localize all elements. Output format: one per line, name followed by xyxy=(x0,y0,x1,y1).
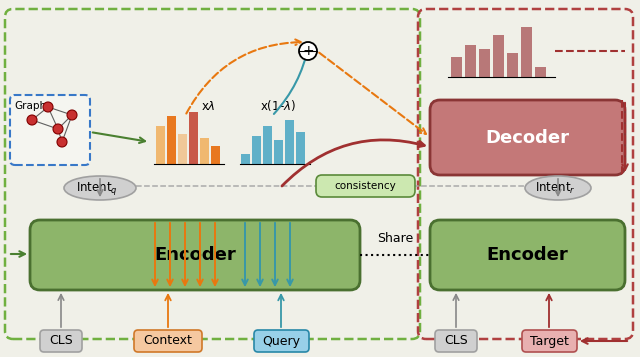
Ellipse shape xyxy=(64,176,136,200)
Bar xyxy=(200,138,209,164)
Bar xyxy=(451,57,461,77)
Circle shape xyxy=(27,115,37,125)
Circle shape xyxy=(67,110,77,120)
Text: Graph: Graph xyxy=(14,101,46,111)
Text: CLS: CLS xyxy=(49,335,73,347)
FancyBboxPatch shape xyxy=(10,95,90,165)
Bar xyxy=(296,132,305,164)
Text: consistency: consistency xyxy=(334,181,396,191)
Bar xyxy=(479,49,490,77)
Circle shape xyxy=(43,102,53,112)
Text: x$\lambda$: x$\lambda$ xyxy=(201,100,215,113)
Ellipse shape xyxy=(525,176,591,200)
Bar xyxy=(520,27,531,77)
Circle shape xyxy=(299,42,317,60)
Text: Target: Target xyxy=(530,335,569,347)
Bar xyxy=(262,126,271,164)
Text: Query: Query xyxy=(262,335,301,347)
Bar xyxy=(273,140,282,164)
FancyBboxPatch shape xyxy=(430,100,625,175)
Bar xyxy=(465,45,476,77)
Bar xyxy=(211,146,220,164)
Bar xyxy=(177,134,186,164)
Bar xyxy=(285,120,294,164)
Text: Decoder: Decoder xyxy=(485,129,569,147)
FancyBboxPatch shape xyxy=(254,330,309,352)
Bar xyxy=(241,154,250,164)
FancyBboxPatch shape xyxy=(40,330,82,352)
Text: Share: Share xyxy=(377,232,413,245)
Circle shape xyxy=(57,137,67,147)
Text: Intent$_q$: Intent$_q$ xyxy=(76,180,118,196)
Bar xyxy=(493,35,504,77)
Text: Encoder: Encoder xyxy=(486,246,568,264)
Circle shape xyxy=(53,124,63,134)
FancyBboxPatch shape xyxy=(134,330,202,352)
FancyBboxPatch shape xyxy=(30,220,360,290)
Text: Context: Context xyxy=(143,335,193,347)
FancyBboxPatch shape xyxy=(522,330,577,352)
Text: +: + xyxy=(302,44,314,58)
Text: x(1-$\lambda$): x(1-$\lambda$) xyxy=(260,98,296,113)
FancyBboxPatch shape xyxy=(430,220,625,290)
Bar xyxy=(166,116,175,164)
Bar xyxy=(189,112,198,164)
Bar xyxy=(506,53,518,77)
Text: Encoder: Encoder xyxy=(154,246,236,264)
FancyBboxPatch shape xyxy=(435,330,477,352)
Bar xyxy=(534,67,545,77)
Bar xyxy=(156,126,164,164)
FancyBboxPatch shape xyxy=(316,175,415,197)
Text: Intent$_r$: Intent$_r$ xyxy=(534,180,575,196)
Bar xyxy=(252,136,260,164)
Text: CLS: CLS xyxy=(444,335,468,347)
